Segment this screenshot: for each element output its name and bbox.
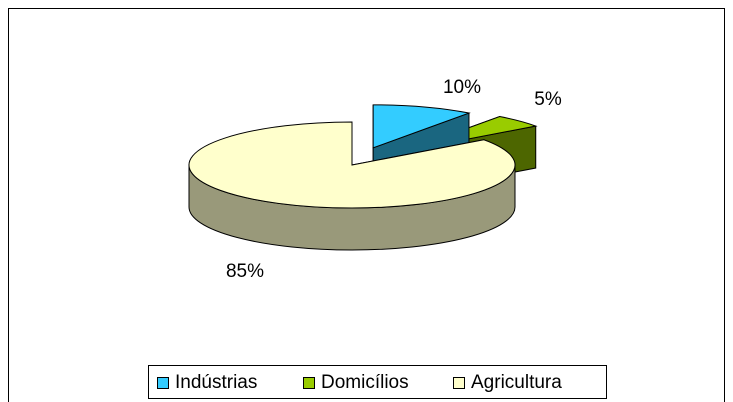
data-label: 85%	[226, 261, 264, 282]
legend-label: Agricultura	[471, 372, 562, 393]
legend-box	[148, 365, 607, 399]
legend-swatch	[453, 377, 465, 389]
slice	[372, 104, 471, 149]
legend-label: Indústrias	[175, 372, 257, 393]
legend-swatch	[303, 377, 315, 389]
data-label: 5%	[534, 89, 562, 110]
data-label: 10%	[443, 77, 481, 98]
slice	[188, 121, 516, 209]
legend-swatch	[157, 377, 169, 389]
legend-label: Domicílios	[321, 372, 409, 393]
